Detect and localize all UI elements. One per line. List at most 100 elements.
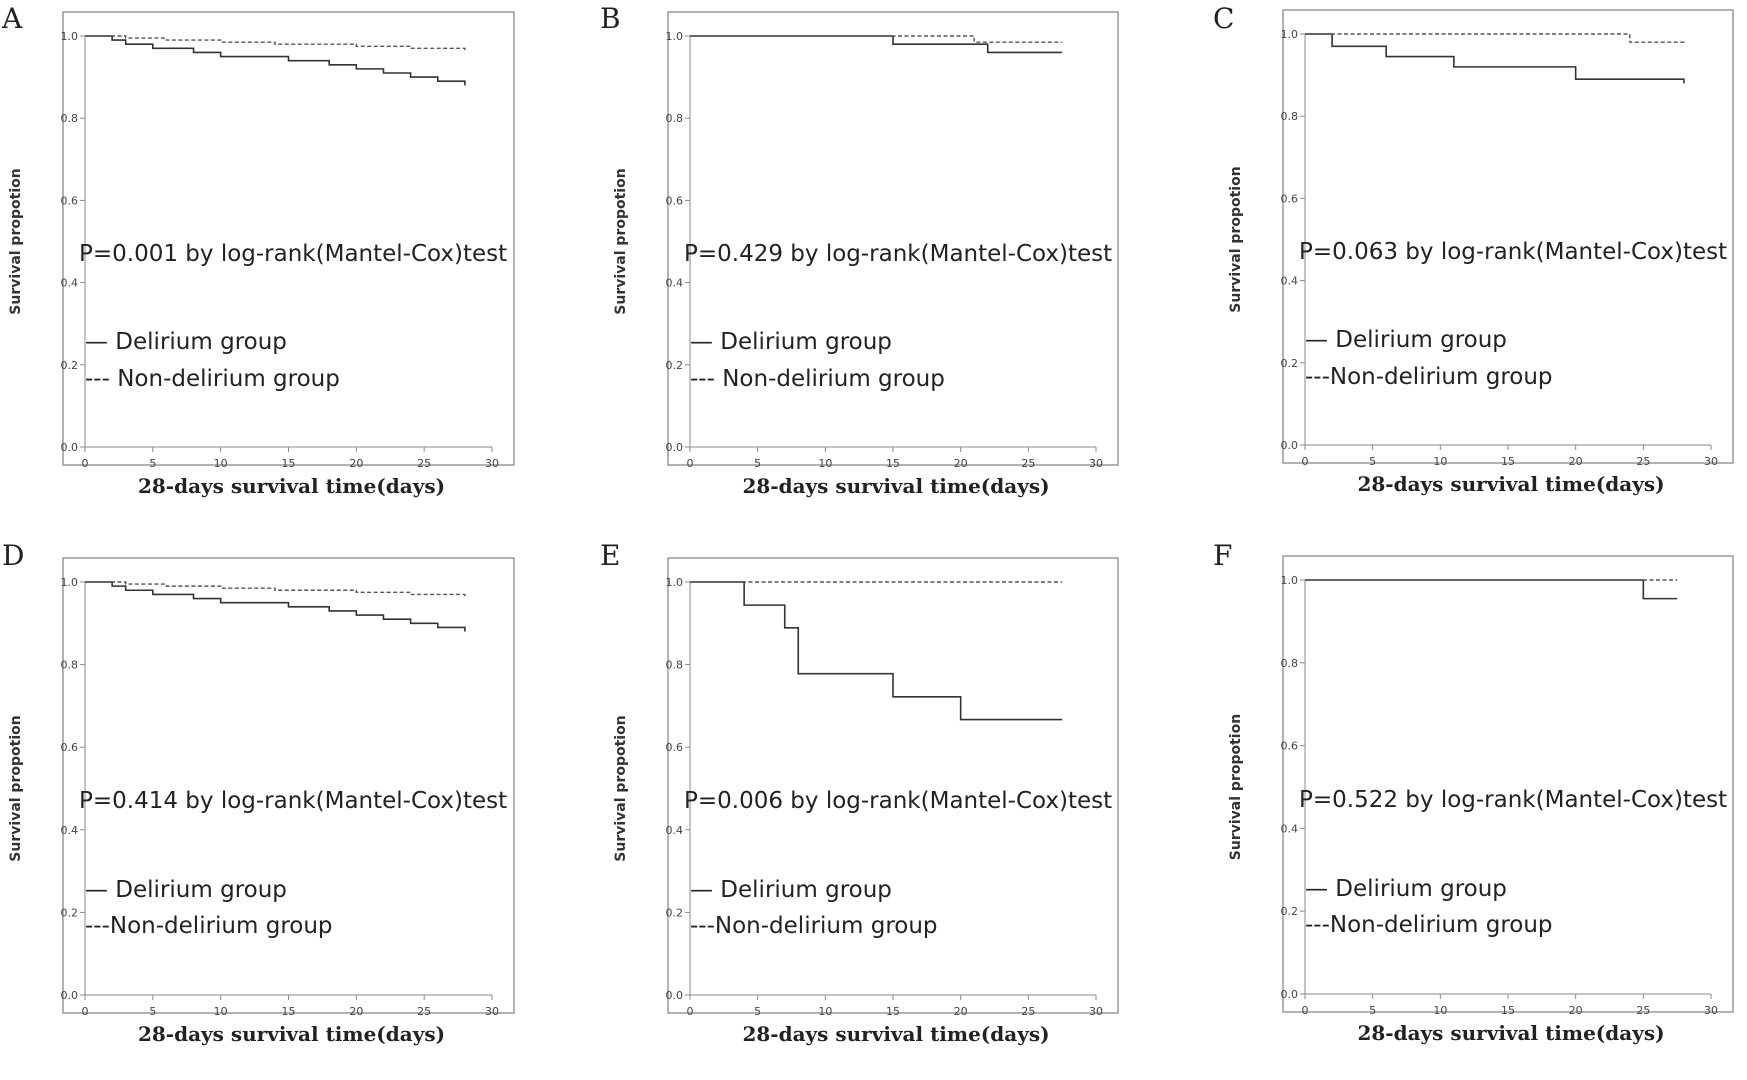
x-tick-label: 30 bbox=[1704, 455, 1718, 468]
non-delirium-curve bbox=[690, 35, 1063, 43]
y-tick-label: 0.2 bbox=[1281, 905, 1299, 918]
x-tick-label: 0 bbox=[1302, 455, 1309, 468]
panel-letter: D bbox=[2, 539, 24, 572]
y-tick-label: 0.0 bbox=[666, 441, 684, 454]
y-tick-label: 0.8 bbox=[61, 659, 79, 672]
x-tick-label: 30 bbox=[1704, 1004, 1718, 1017]
y-tick-label: 0.6 bbox=[1281, 192, 1299, 205]
y-tick-label: 0.6 bbox=[61, 194, 79, 207]
x-tick-label: 25 bbox=[1636, 1004, 1650, 1017]
panel-letter: A bbox=[1, 2, 23, 35]
panel-a: A 0.0 0.2 0.4 0.6 0.8 1.0 0 5 10 15 20 25 30 Survival … bbox=[1, 2, 515, 498]
panel-e: E 0.0 0.2 0.4 0.6 0.8 1.0 0 5 10 15 20 25 30 Survival … bbox=[600, 539, 1119, 1046]
y-tick-label: 0.0 bbox=[666, 989, 684, 1002]
legend-non-delirium: --- Non-delirium group bbox=[690, 366, 945, 392]
x-tick-label: 30 bbox=[1089, 457, 1103, 470]
y-tick-label: 0.8 bbox=[1281, 657, 1299, 670]
y-tick-label: 0.2 bbox=[666, 906, 684, 919]
x-tick-label: 0 bbox=[687, 457, 694, 470]
legend-non-delirium: ---Non-delirium group bbox=[1305, 364, 1553, 390]
p-value-annotation: P=0.522 by log-rank(Mantel-Cox)test bbox=[1299, 787, 1727, 813]
x-tick-label: 10 bbox=[1433, 1004, 1447, 1017]
plot-frame bbox=[667, 11, 1119, 466]
panel-letter: C bbox=[1213, 2, 1234, 35]
plot-frame bbox=[62, 11, 515, 466]
y-tick-label: 0.2 bbox=[666, 359, 684, 372]
legend-delirium: — Delirium group bbox=[690, 877, 892, 903]
y-tick-label: 0.8 bbox=[1281, 110, 1299, 123]
x-tick-label: 10 bbox=[818, 1005, 832, 1018]
y-tick-label: 0.6 bbox=[666, 741, 684, 754]
x-tick-label: 25 bbox=[417, 457, 431, 470]
x-tick-label: 20 bbox=[1569, 1004, 1583, 1017]
y-tick-label: 0.8 bbox=[666, 659, 684, 672]
legend-delirium: — Delirium group bbox=[1305, 876, 1507, 902]
delirium-curve bbox=[85, 35, 466, 86]
x-tick-label: 15 bbox=[1501, 1004, 1515, 1017]
y-axis-label: Survival propotion bbox=[1228, 166, 1244, 312]
panel-d: D 0.0 0.2 0.4 0.6 0.8 1.0 0 5 10 15 20 25 30 Survival … bbox=[2, 539, 515, 1046]
legend-delirium: — Delirium group bbox=[85, 329, 287, 355]
plot-frame bbox=[1282, 555, 1734, 1013]
x-axis-label: 28-days survival time(days) bbox=[138, 1022, 445, 1046]
x-tick-label: 25 bbox=[1636, 455, 1650, 468]
x-tick-label: 0 bbox=[687, 1005, 694, 1018]
x-tick-label: 5 bbox=[149, 1005, 156, 1018]
y-tick-label: 0.2 bbox=[1281, 357, 1299, 370]
x-tick-label: 10 bbox=[1433, 455, 1447, 468]
x-axis-label: 28-days survival time(days) bbox=[1357, 472, 1664, 496]
x-tick-label: 5 bbox=[1369, 1004, 1376, 1017]
plot-frame bbox=[62, 557, 515, 1014]
x-tick-label: 20 bbox=[1569, 455, 1583, 468]
y-tick-label: 1.0 bbox=[1281, 28, 1299, 41]
x-axis-label: 28-days survival time(days) bbox=[742, 474, 1049, 498]
delirium-curve bbox=[1305, 33, 1685, 84]
x-axis-label: 28-days survival time(days) bbox=[1357, 1021, 1664, 1045]
y-axis-label: Survival propotion bbox=[1228, 714, 1244, 860]
x-tick-label: 20 bbox=[954, 457, 968, 470]
y-tick-label: 0.6 bbox=[1281, 740, 1299, 753]
y-tick-label: 0.0 bbox=[1281, 439, 1299, 452]
panel-letter: B bbox=[600, 2, 621, 35]
legend-non-delirium: ---Non-delirium group bbox=[690, 913, 938, 939]
x-tick-label: 15 bbox=[886, 457, 900, 470]
p-value-annotation: P=0.006 by log-rank(Mantel-Cox)test bbox=[684, 788, 1112, 814]
legend-delirium: — Delirium group bbox=[85, 877, 287, 903]
panel-f: F 0.0 0.2 0.4 0.6 0.8 1.0 0 5 10 15 20 25 30 Survival … bbox=[1213, 539, 1734, 1045]
non-delirium-curve bbox=[85, 35, 466, 51]
legend-non-delirium: --- Non-delirium group bbox=[85, 366, 340, 392]
x-tick-label: 0 bbox=[82, 457, 89, 470]
y-axis-label: Survival propotion bbox=[8, 715, 24, 861]
x-tick-label: 25 bbox=[1021, 457, 1035, 470]
y-axis-label: Survival propotion bbox=[8, 168, 24, 314]
panel-b: B 0.0 0.2 0.4 0.6 0.8 1.0 0 5 10 15 20 25 30 Survival … bbox=[600, 2, 1119, 498]
legend-delirium: — Delirium group bbox=[1305, 327, 1507, 353]
y-tick-label: 0.6 bbox=[61, 741, 79, 754]
x-tick-label: 20 bbox=[349, 1005, 363, 1018]
x-tick-label: 15 bbox=[282, 1005, 296, 1018]
x-tick-label: 15 bbox=[1501, 455, 1515, 468]
y-tick-label: 0.8 bbox=[61, 112, 79, 125]
x-tick-label: 25 bbox=[1021, 1005, 1035, 1018]
p-value-annotation: P=0.063 by log-rank(Mantel-Cox)test bbox=[1299, 239, 1727, 265]
y-tick-label: 0.6 bbox=[666, 194, 684, 207]
y-tick-label: 0.8 bbox=[666, 112, 684, 125]
x-tick-label: 30 bbox=[485, 1005, 499, 1018]
delirium-curve bbox=[85, 581, 466, 632]
y-tick-label: 1.0 bbox=[666, 576, 684, 589]
x-tick-label: 30 bbox=[485, 457, 499, 470]
y-tick-label: 0.4 bbox=[61, 824, 79, 837]
y-tick-label: 0.0 bbox=[61, 989, 79, 1002]
x-tick-label: 15 bbox=[282, 457, 296, 470]
x-axis-label: 28-days survival time(days) bbox=[742, 1022, 1049, 1046]
x-tick-label: 25 bbox=[417, 1005, 431, 1018]
p-value-annotation: P=0.429 by log-rank(Mantel-Cox)test bbox=[684, 241, 1112, 267]
x-tick-label: 30 bbox=[1089, 1005, 1103, 1018]
x-tick-label: 10 bbox=[818, 457, 832, 470]
x-axis-label: 28-days survival time(days) bbox=[138, 474, 445, 498]
panel-letter: E bbox=[600, 539, 620, 572]
y-tick-label: 0.2 bbox=[61, 359, 79, 372]
x-tick-label: 10 bbox=[214, 1005, 228, 1018]
x-tick-label: 0 bbox=[1302, 1004, 1309, 1017]
